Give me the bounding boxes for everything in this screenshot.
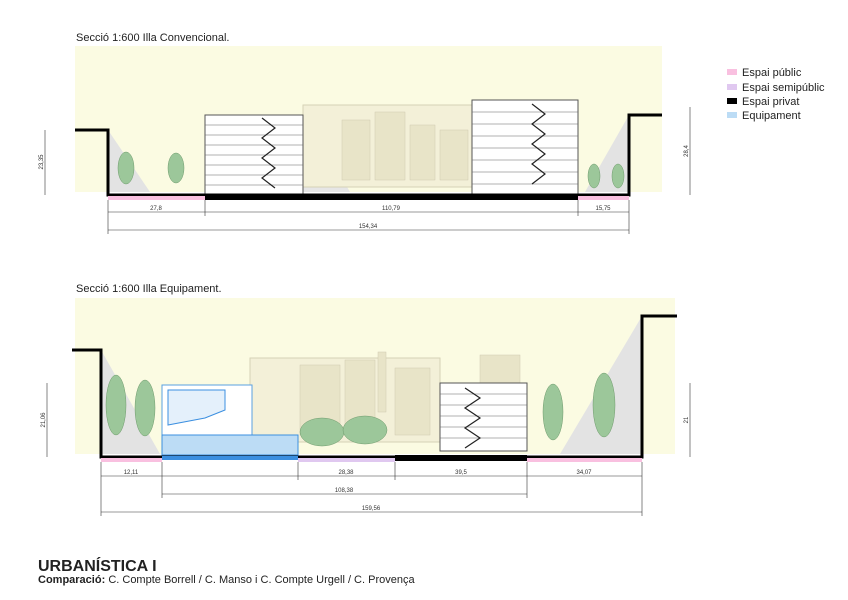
semipublic-space: [298, 458, 395, 462]
public-space: [108, 196, 205, 200]
section-conventional: Secció 1:600 Illa Convencional.: [39, 32, 691, 234]
equipment-volume: [167, 389, 226, 426]
dimension-label: 108,38: [335, 488, 354, 494]
ground-and-walls: [72, 314, 677, 459]
footer-text: C. Compte Borrell / C. Manso i C. Compte…: [108, 574, 415, 586]
private-space: [205, 195, 578, 200]
dimension-lines: [44, 107, 691, 234]
legend: Espai públic Espai semipúblic Espai priv…: [727, 67, 825, 122]
background-windows: [341, 111, 469, 181]
legend-swatch: [727, 98, 737, 104]
private-space: [395, 455, 527, 461]
legend-label: Equipament: [742, 110, 801, 122]
dimension-label: 28,38: [338, 470, 354, 476]
public-space: [527, 458, 642, 462]
section-title: Secció 1:600 Illa Equipament.: [76, 283, 222, 295]
footer-subtitle: Comparació: C. Compte Borrell / C. Manso…: [38, 574, 415, 586]
public-space: [578, 196, 629, 200]
legend-label: Espai semipúblic: [742, 82, 825, 94]
dimension-label: 21: [684, 416, 690, 423]
footer-label: Comparació:: [38, 574, 105, 586]
legend-swatch: [727, 69, 737, 75]
dimension-label: 27,8: [150, 206, 162, 212]
building: [471, 99, 579, 196]
dimension-label: 23,35: [39, 154, 45, 170]
building: [439, 382, 528, 452]
dimension-label: 12,11: [124, 470, 139, 476]
stair: [531, 103, 546, 185]
footer-title: URBANÍSTICA I: [38, 556, 157, 575]
legend-swatch: [727, 84, 737, 90]
legend-label: Espai públic: [742, 67, 802, 79]
dimension-label: 15,75: [595, 206, 611, 212]
stair: [463, 387, 482, 449]
section-title: Secció 1:600 Illa Convencional.: [76, 32, 229, 44]
dimension-label: 110,79: [382, 206, 401, 212]
trees: [117, 151, 625, 189]
floor-lines: [440, 393, 527, 439]
public-space: [101, 458, 162, 462]
floor-lines: [472, 111, 578, 185]
equipment-space: [162, 456, 298, 460]
dimension-lines: [46, 383, 691, 516]
dimension-label: 34,07: [576, 470, 592, 476]
dimension-label: 159,56: [362, 506, 381, 512]
trees: [105, 372, 616, 447]
legend-swatch: [727, 112, 737, 118]
floor-lines: [205, 124, 303, 186]
dimension-label: 28,4: [684, 145, 690, 157]
dimension-label: 39,5: [455, 470, 467, 476]
equipment-ground-floor: [161, 434, 299, 456]
legend-label: Espai privat: [742, 96, 799, 108]
dimension-label: 154,34: [359, 224, 378, 230]
dimension-label: 21,06: [41, 412, 47, 428]
section-equipment: Secció 1:600 Illa Equipament. 21,06: [41, 283, 691, 516]
stair: [261, 117, 276, 189]
